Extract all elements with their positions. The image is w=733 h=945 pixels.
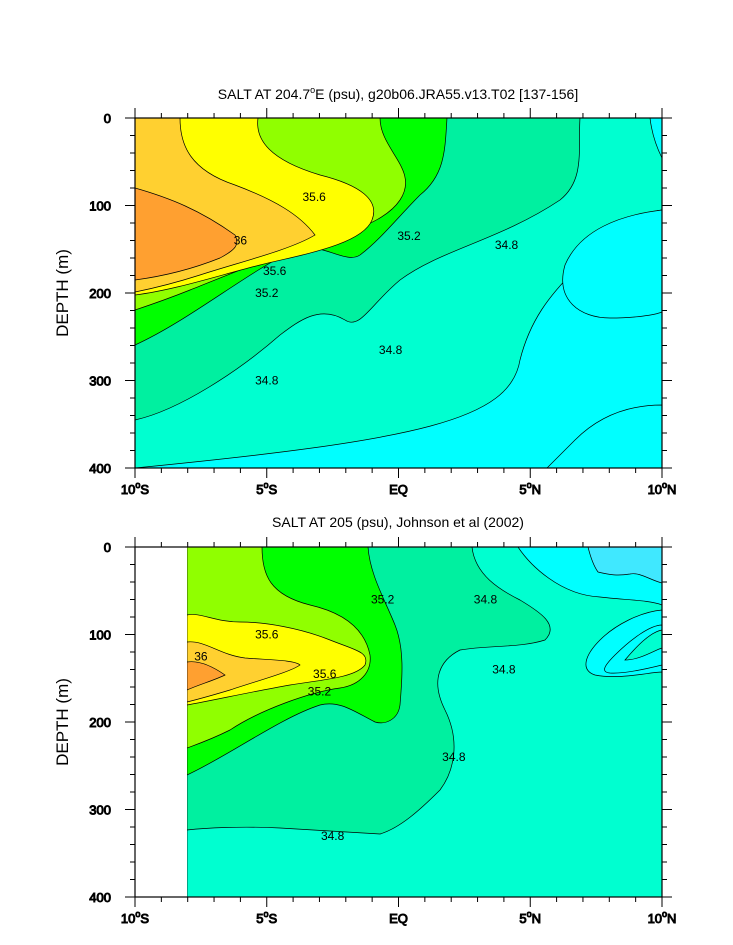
fill-top-34.6-pool-upper xyxy=(562,209,662,319)
x-tick-label-top: 10oS xyxy=(121,480,149,497)
y-axis-label-bottom: DEPTH (m) xyxy=(53,678,72,766)
axis-ticks-bottom: 10oS 5oS EQ 5oN 10oN 0 100 200 300 400 xyxy=(89,537,677,927)
y-tick-label-top: 300 xyxy=(89,374,111,389)
panel-top: 35.6 36 35.6 35.2 35.2 34.8 34.8 34.8 10oS 5oS EQ… xyxy=(53,85,677,498)
y-tick-label-top: 200 xyxy=(89,286,111,301)
contour-label-bottom-6: 34.8 xyxy=(492,663,516,677)
contour-labels-top: 35.6 36 35.6 35.2 35.2 34.8 34.8 34.8 xyxy=(234,190,519,388)
y-tick-label-top: 0 xyxy=(104,111,111,126)
x-tick-label-top: 5oS xyxy=(256,480,277,497)
contour-labels-bottom: 35.6 36 35.6 35.2 35.2 34.8 34.8 34.8 34.8 xyxy=(194,593,516,843)
contour-label-top-5: 34.8 xyxy=(495,238,519,252)
contour-label-top-2: 35.6 xyxy=(263,264,287,278)
x-tick-label-top: EQ xyxy=(389,482,408,497)
contour-label-top-6: 34.8 xyxy=(379,343,403,357)
axis-ticks-top: 10oS 5oS EQ 5oN 10oN 0 100 200 300 400 xyxy=(89,108,677,498)
contour-label-bottom-4: 35.2 xyxy=(371,593,395,607)
fill-bot-34.4 xyxy=(587,547,662,584)
contour-label-top-4: 35.2 xyxy=(397,229,421,243)
contour-label-bottom-8: 34.8 xyxy=(321,829,345,843)
fill-bot-34.8-inner xyxy=(624,629,662,661)
x-tick-label-bottom: 5oN xyxy=(519,909,541,926)
contour-label-top-1: 36 xyxy=(234,234,248,248)
contour-label-top-0: 35.6 xyxy=(303,190,327,204)
y-tick-label-bottom: 100 xyxy=(89,628,111,643)
contour-label-bottom-5: 34.8 xyxy=(474,593,498,607)
x-tick-label-bottom: 5oS xyxy=(256,909,277,926)
contour-label-bottom-2: 35.6 xyxy=(313,667,337,681)
x-tick-label-bottom: 10oN xyxy=(648,909,677,926)
fill-bot-36.0 xyxy=(187,661,226,691)
contour-label-bottom-1: 36 xyxy=(194,649,208,663)
contour-label-bottom-7: 34.8 xyxy=(442,750,466,764)
y-axis-label-top: DEPTH (m) xyxy=(53,249,72,337)
y-tick-label-bottom: 0 xyxy=(104,540,111,555)
fill-top-34.6-pool-lower xyxy=(546,404,662,468)
y-tick-label-bottom: 300 xyxy=(89,803,111,818)
x-tick-label-bottom: EQ xyxy=(389,911,408,926)
chart-title-bottom: SALT AT 205 (psu), Johnson et al (2002) xyxy=(272,514,524,530)
y-tick-label-top: 400 xyxy=(89,461,111,476)
contour-label-top-7: 34.8 xyxy=(255,374,279,388)
panel-bottom: 35.6 36 35.6 35.2 35.2 34.8 34.8 34.8 34.8 10oS 5… xyxy=(53,514,677,927)
x-tick-label-top: 10oN xyxy=(648,480,677,497)
contour-fill-bottom xyxy=(187,547,662,897)
x-tick-label-top: 5oN xyxy=(519,480,541,497)
fill-top-36.0 xyxy=(135,187,238,281)
contour-fill-top xyxy=(135,118,662,468)
y-tick-label-bottom: 200 xyxy=(89,715,111,730)
fill-bot-35.8 xyxy=(187,641,301,703)
contour-label-top-3: 35.2 xyxy=(255,286,279,300)
y-tick-label-bottom: 400 xyxy=(89,890,111,905)
x-tick-label-bottom: 10oS xyxy=(121,909,149,926)
contour-label-bottom-0: 35.6 xyxy=(255,628,279,642)
contour-label-bottom-3: 35.2 xyxy=(308,684,332,698)
y-tick-label-top: 100 xyxy=(89,199,111,214)
chart-title-top: SALT AT 204.7oE (psu), g20b06.JRA55.v13.… xyxy=(218,85,578,102)
